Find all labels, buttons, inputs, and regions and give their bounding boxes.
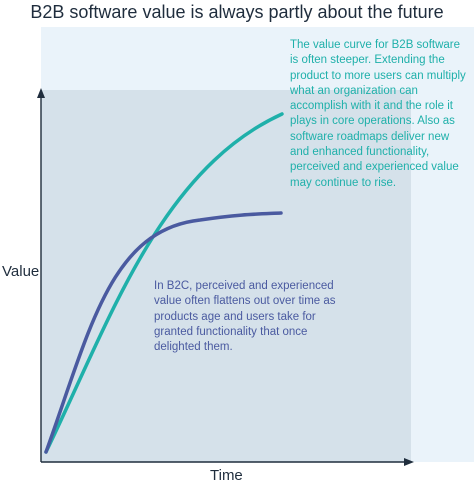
b2c-value-curve bbox=[44, 211, 283, 454]
y-axis-label: Value bbox=[2, 263, 40, 280]
b2b-value-curve bbox=[44, 112, 284, 454]
b2b-annotation: The value curve for B2B software is ofte… bbox=[290, 39, 466, 189]
diagram-title: B2B software value is always partly abou… bbox=[30, 2, 444, 22]
x-axis-arrow-icon bbox=[404, 458, 414, 466]
x-axis-label: Time bbox=[210, 467, 243, 484]
y-axis-arrow-icon bbox=[37, 88, 45, 98]
b2c-annotation: In B2C, perceived and experienced value … bbox=[154, 280, 336, 354]
